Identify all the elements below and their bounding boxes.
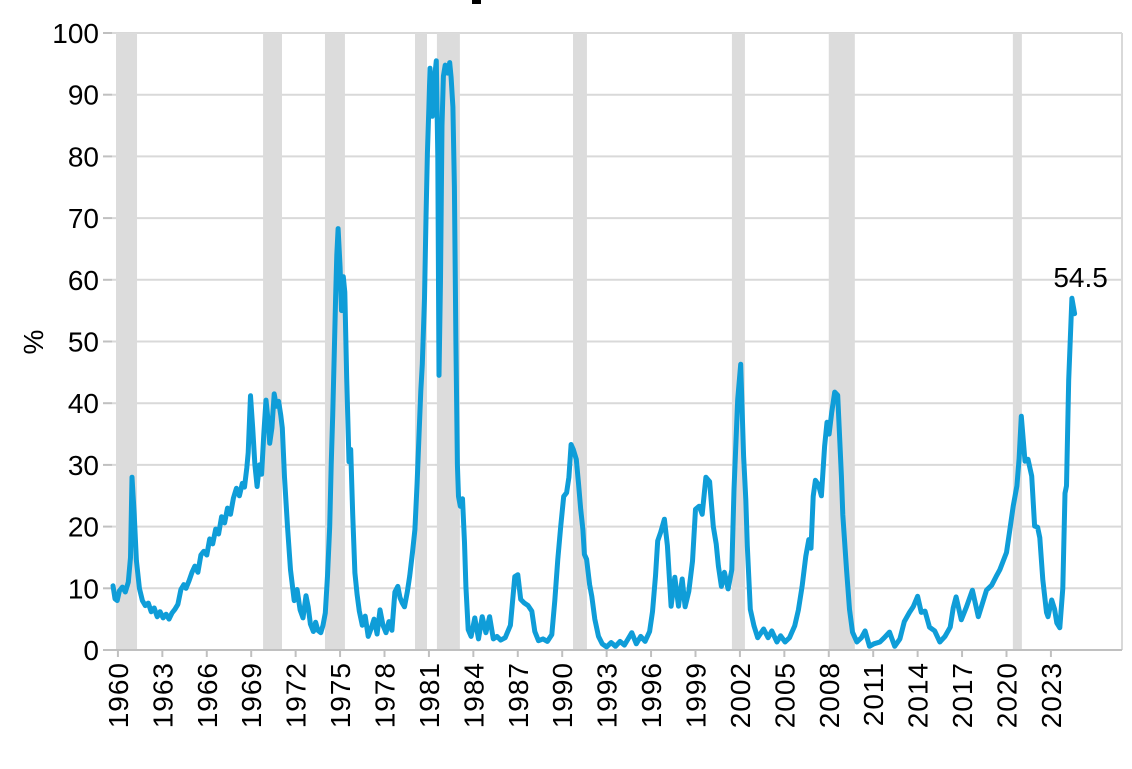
x-tick-label: 2017 <box>947 662 978 728</box>
recession-band <box>828 33 855 650</box>
x-tick-label: 2002 <box>725 662 756 728</box>
x-tick-label: 1963 <box>147 662 178 728</box>
x-tick-label: 1975 <box>325 662 356 728</box>
y-tick-label: 100 <box>52 18 99 49</box>
y-tick-label: 60 <box>68 265 99 296</box>
y-tick-label: 10 <box>68 573 99 604</box>
x-tick-label: 2020 <box>991 662 1022 728</box>
x-tick-label: 1972 <box>281 662 312 728</box>
x-tick-label: 2023 <box>1036 662 1067 728</box>
y-tick-label: 80 <box>68 141 99 172</box>
y-tick-label: 20 <box>68 512 99 543</box>
y-tick-label: 0 <box>83 635 99 666</box>
x-tick-label: 2011 <box>858 662 889 726</box>
value-end-label: 54.5 <box>1053 261 1108 293</box>
y-tick-label: 70 <box>68 203 99 234</box>
x-tick-label: 1993 <box>592 662 623 728</box>
y-tick-label: 90 <box>68 80 99 111</box>
x-tick-label: 1978 <box>369 662 400 728</box>
x-tick-label: 2008 <box>814 662 845 728</box>
y-tick-label: 50 <box>68 327 99 358</box>
y-tick-label: 30 <box>68 450 99 481</box>
y-tick-label: 40 <box>68 388 99 419</box>
x-tick-label: 2014 <box>903 662 934 728</box>
x-tick-label: 1960 <box>103 662 134 728</box>
x-tick-label: 1987 <box>503 662 534 728</box>
x-tick-label: 2005 <box>769 662 800 728</box>
x-tick-label: 1990 <box>547 662 578 728</box>
y-axis-unit-label: % <box>18 329 49 355</box>
x-tick-label: 1984 <box>458 662 489 728</box>
x-tick-label: 1969 <box>236 662 267 728</box>
recession-band <box>263 33 283 650</box>
x-tick-label: 1966 <box>192 662 223 728</box>
x-tick-label: 1981 <box>414 662 445 728</box>
x-tick-label: 1996 <box>636 662 667 728</box>
clipped-title-fragment <box>472 0 481 4</box>
series-line <box>110 58 1078 650</box>
recession-band <box>573 33 587 650</box>
x-tick-label: 1999 <box>680 662 711 728</box>
recession-band <box>1012 33 1022 650</box>
